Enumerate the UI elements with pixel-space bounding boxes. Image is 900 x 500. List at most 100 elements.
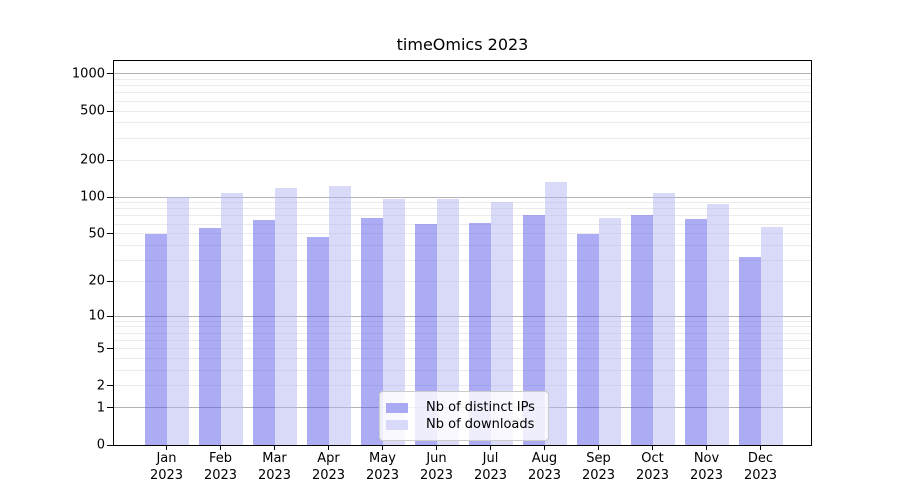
x-tick-mark	[598, 446, 599, 450]
bar	[598, 218, 621, 445]
x-tick-month: Sep	[586, 451, 611, 466]
y-tick-mark	[107, 110, 113, 112]
y-tick-label: 5	[96, 341, 105, 357]
minor-gridline	[114, 370, 811, 372]
legend-item: Nb of distinct IPs	[386, 400, 539, 415]
minor-gridline	[114, 110, 811, 112]
y-tick-mark	[107, 348, 113, 350]
legend-label: Nb of downloads	[426, 417, 535, 432]
x-tick-month: Mar	[262, 451, 287, 466]
y-tick-label: 1000	[71, 66, 105, 82]
legend-swatch	[386, 402, 408, 413]
x-tick-mark	[220, 446, 221, 450]
y-tick-label: 200	[80, 152, 105, 168]
bar	[198, 227, 221, 445]
x-tick-mark	[166, 446, 167, 450]
bar	[306, 237, 329, 445]
bar	[382, 199, 405, 445]
y-tick-label: 2	[96, 378, 105, 394]
x-tick-mark	[706, 446, 707, 450]
y-tick-label: 100	[80, 189, 105, 205]
x-tick-mark	[760, 446, 761, 450]
plot-area: Nb of distinct IPs Nb of downloads	[113, 60, 812, 446]
x-tick-label: Apr 2023	[297, 451, 361, 484]
x-tick-month: Jan	[156, 451, 177, 466]
y-tick-mark	[107, 444, 113, 446]
minor-gridline	[114, 85, 811, 87]
grid-layer	[114, 61, 811, 445]
minor-gridline	[114, 348, 811, 350]
y-tick-mark	[107, 159, 113, 161]
x-tick-month: Nov	[693, 451, 720, 466]
minor-gridline	[114, 208, 811, 210]
minor-gridline	[114, 122, 811, 124]
bar	[760, 226, 783, 445]
y-tick-label: 10	[88, 308, 105, 324]
minor-gridline	[114, 79, 811, 80]
x-tick-label: Nov 2023	[675, 451, 739, 484]
x-tick-year: 2023	[689, 467, 724, 483]
minor-gridline	[114, 260, 811, 262]
x-tick-label: Sep 2023	[567, 451, 631, 484]
x-tick-label: Aug 2023	[513, 451, 577, 484]
bar	[684, 219, 707, 445]
minor-gridline	[114, 92, 811, 94]
x-tick-year: 2023	[311, 467, 346, 483]
x-tick-year: 2023	[419, 467, 454, 483]
minor-gridline	[114, 159, 811, 161]
major-gridline	[114, 73, 811, 75]
x-tick-month: Aug	[531, 451, 558, 466]
bar	[738, 257, 761, 445]
y-tick-mark	[107, 73, 113, 75]
bar	[274, 187, 297, 445]
minor-gridline	[114, 280, 811, 282]
y-tick-label: 50	[88, 226, 105, 242]
minor-gridline	[114, 358, 811, 360]
y-tick-mark	[107, 233, 113, 235]
minor-gridline	[114, 233, 811, 235]
x-tick-year: 2023	[473, 467, 508, 483]
bar	[166, 197, 189, 445]
minor-gridline	[114, 202, 811, 204]
bar	[490, 201, 513, 445]
x-tick-year: 2023	[257, 467, 292, 483]
legend: Nb of distinct IPs Nb of downloads	[379, 391, 549, 441]
bar	[436, 198, 459, 445]
x-tick-year: 2023	[581, 467, 616, 483]
bar	[360, 217, 383, 445]
y-tick-mark	[107, 280, 113, 282]
x-tick-label: Feb 2023	[189, 451, 253, 484]
legend-swatch	[386, 419, 408, 430]
y-tick-mark	[107, 385, 113, 387]
y-tick-label: 1	[96, 400, 105, 416]
minor-gridline	[114, 244, 811, 246]
bar	[414, 224, 437, 445]
x-tick-mark	[274, 446, 275, 450]
bar	[144, 233, 167, 445]
x-tick-year: 2023	[743, 467, 778, 483]
y-tick-mark	[107, 196, 113, 198]
minor-gridline	[114, 100, 811, 102]
bar	[544, 181, 567, 445]
x-tick-month: Oct	[641, 451, 664, 466]
minor-gridline	[114, 385, 811, 387]
minor-gridline	[114, 339, 811, 341]
bar	[328, 186, 351, 445]
x-tick-month: Jul	[482, 451, 499, 466]
minor-gridline	[114, 332, 811, 334]
x-tick-label: Mar 2023	[243, 451, 307, 484]
minor-gridline	[114, 223, 811, 225]
minor-gridline	[114, 215, 811, 217]
bar	[630, 215, 653, 445]
bar	[576, 233, 599, 445]
x-tick-label: Oct 2023	[621, 451, 685, 484]
x-tick-mark	[382, 446, 383, 450]
bar	[220, 193, 243, 445]
bar	[652, 193, 675, 445]
x-tick-label: Jan 2023	[135, 451, 199, 484]
x-tick-mark	[544, 446, 545, 450]
x-tick-mark	[490, 446, 491, 450]
x-tick-year: 2023	[635, 467, 670, 483]
major-gridline	[114, 315, 811, 317]
x-tick-year: 2023	[365, 467, 400, 483]
